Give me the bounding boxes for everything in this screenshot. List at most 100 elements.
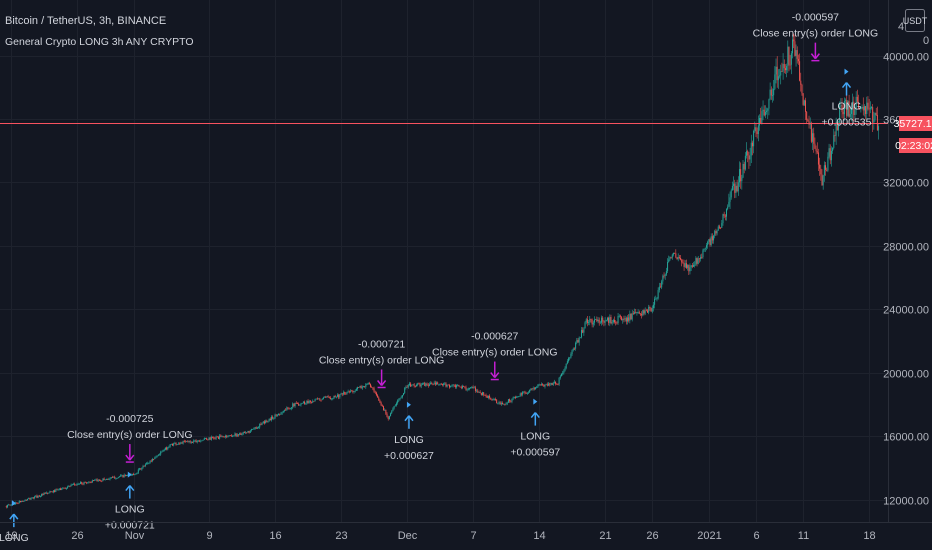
candle-body bbox=[419, 383, 421, 387]
signal-label: LONG bbox=[520, 431, 550, 443]
candle-body bbox=[388, 416, 390, 419]
candle-body bbox=[177, 443, 179, 445]
candle-body bbox=[341, 393, 343, 395]
candle-body bbox=[553, 381, 555, 383]
candle-body bbox=[406, 386, 408, 388]
long-entry-signal[interactable]: LONG +0.000535 bbox=[822, 68, 872, 129]
candle-body bbox=[65, 487, 67, 489]
currency-button[interactable]: USDT bbox=[903, 9, 928, 32]
candle-body bbox=[403, 393, 405, 395]
candle-body bbox=[458, 385, 460, 387]
candle-body bbox=[551, 383, 553, 385]
candle-body bbox=[718, 226, 720, 228]
candle-body bbox=[504, 403, 506, 405]
candle-body bbox=[565, 363, 567, 369]
candle-body bbox=[582, 330, 584, 333]
candle-body bbox=[786, 66, 788, 71]
candle-body bbox=[184, 441, 186, 443]
candle-body bbox=[267, 421, 269, 423]
candle-body bbox=[234, 433, 236, 436]
candle-body bbox=[50, 491, 52, 493]
strategy-name[interactable]: General Crypto LONG 3h ANY CRYPTO bbox=[5, 36, 194, 48]
long-entry-signal[interactable]: LONG bbox=[0, 500, 29, 544]
candle-body bbox=[160, 451, 162, 455]
candle-body bbox=[826, 169, 828, 171]
candle-body bbox=[321, 398, 323, 400]
candle-body bbox=[196, 440, 198, 443]
candle-body bbox=[305, 403, 307, 405]
candle-body bbox=[500, 403, 502, 405]
candle-body bbox=[322, 397, 324, 399]
long-entry-signal[interactable]: LONG +0.000627 bbox=[384, 401, 434, 462]
candle-body bbox=[164, 447, 166, 450]
candle-body bbox=[454, 385, 456, 388]
candle-body bbox=[839, 105, 841, 125]
candle-body bbox=[32, 497, 34, 499]
candle-body bbox=[45, 492, 47, 494]
candle-body bbox=[368, 382, 370, 385]
candle-body bbox=[545, 384, 547, 386]
close-entry-signal[interactable]: -0.000627 Close entry(s) order LONG bbox=[432, 331, 557, 381]
candle-body bbox=[252, 429, 254, 430]
candle-body bbox=[566, 361, 568, 364]
candle-body bbox=[175, 443, 177, 445]
candle-body bbox=[60, 488, 62, 490]
candle-body bbox=[69, 486, 71, 487]
candle-body bbox=[852, 101, 854, 109]
candle-body bbox=[25, 499, 27, 501]
close-arrow-icon bbox=[490, 372, 500, 379]
candle-body bbox=[293, 403, 295, 407]
candle-body bbox=[421, 383, 423, 385]
candle-body bbox=[63, 487, 65, 489]
long-entry-signal[interactable]: LONG +0.000597 bbox=[510, 398, 560, 459]
candle-body bbox=[707, 241, 709, 246]
candle-body bbox=[517, 396, 519, 398]
candle-body bbox=[659, 286, 661, 288]
candle-body bbox=[315, 398, 317, 400]
candle-body bbox=[443, 383, 445, 385]
candle-body bbox=[702, 250, 704, 258]
candle-body bbox=[314, 399, 316, 401]
candle-body bbox=[787, 46, 789, 67]
price-axis[interactable]: 12000.00 16000.00 20000.00 24000.00 28000.00… bbox=[883, 0, 929, 522]
candle-body bbox=[186, 441, 188, 443]
candle-body bbox=[291, 407, 293, 409]
close-entry-signal[interactable]: -0.000597 Close entry(s) order LONG bbox=[753, 12, 878, 62]
candle-body bbox=[75, 484, 77, 486]
candle-body bbox=[560, 373, 562, 377]
candle-body bbox=[410, 383, 412, 387]
candle-body bbox=[513, 396, 515, 398]
price-tick-label: 28000.00 bbox=[883, 242, 929, 254]
candle-body bbox=[358, 387, 360, 388]
symbol-title[interactable]: Bitcoin / TetherUS, 3h, BINANCE bbox=[5, 15, 166, 27]
time-axis[interactable]: 19 26 Nov 9 16 23 Dec 7 14 21 26 2021 6 11 18 bbox=[0, 522, 932, 543]
candle-body bbox=[143, 465, 145, 467]
candle-body bbox=[44, 493, 46, 494]
candle-body bbox=[408, 383, 410, 386]
candle-body bbox=[451, 385, 453, 387]
candle-body bbox=[726, 209, 728, 217]
candle-body bbox=[784, 68, 786, 71]
candle-body bbox=[386, 413, 388, 417]
candle-body bbox=[428, 384, 430, 386]
close-entry-signal[interactable]: -0.000721 Close entry(s) order LONG bbox=[319, 338, 444, 389]
candle-body bbox=[292, 403, 294, 408]
candle-body bbox=[721, 223, 723, 228]
candle-body bbox=[194, 440, 196, 442]
candle-body bbox=[95, 479, 97, 481]
candle-body bbox=[229, 435, 231, 437]
candle-body bbox=[833, 135, 835, 148]
candle-body bbox=[661, 281, 663, 288]
candle-body bbox=[266, 420, 268, 423]
close-entry-signal[interactable]: -0.000725 Close entry(s) order LONG bbox=[67, 413, 193, 463]
candle-body bbox=[385, 409, 387, 414]
candle-body bbox=[622, 318, 624, 321]
candle-body bbox=[496, 399, 498, 404]
candle-body bbox=[583, 328, 585, 333]
candle-body bbox=[636, 312, 638, 314]
candle-body bbox=[860, 107, 862, 110]
candle-body bbox=[58, 488, 60, 490]
candle-body bbox=[526, 392, 528, 394]
candle-body bbox=[762, 109, 764, 112]
